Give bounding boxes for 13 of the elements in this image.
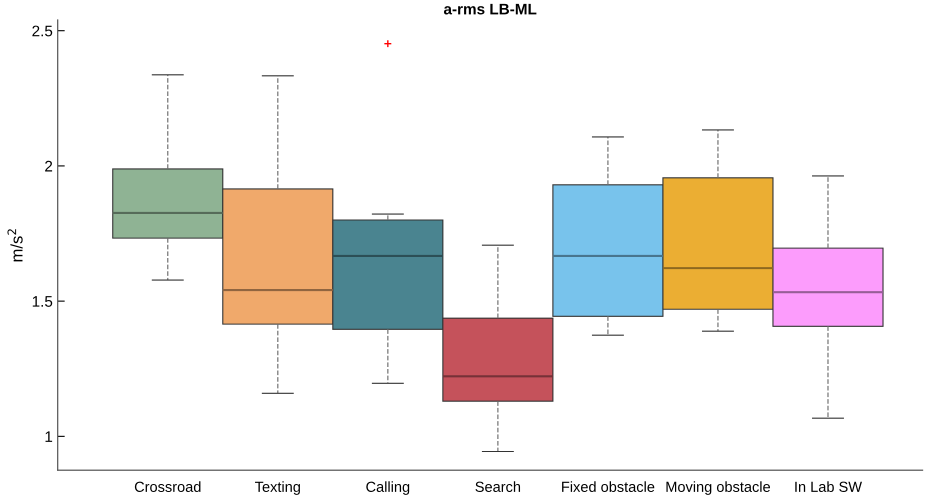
x-tick-label: Calling xyxy=(366,481,410,495)
chart-title: a-rms LB-ML xyxy=(444,4,536,14)
x-tick-label: In Lab SW xyxy=(795,481,862,492)
x-tick-label: Crossroad xyxy=(134,481,200,492)
x-tick-label: Texting xyxy=(255,481,300,495)
x-tick-label: Fixed obstacle xyxy=(562,481,654,492)
y-tick-label: 1 xyxy=(46,431,52,442)
x-tick-label: Moving obstacle xyxy=(666,481,770,495)
y-tick-label: 2 xyxy=(45,160,52,172)
x-tick-label: Search xyxy=(475,481,520,492)
y-tick-label: 1.5 xyxy=(32,296,52,307)
y-tick-label: 2.5 xyxy=(32,26,52,36)
y-axis-title: m/s$^{2}$ xyxy=(7,229,23,262)
